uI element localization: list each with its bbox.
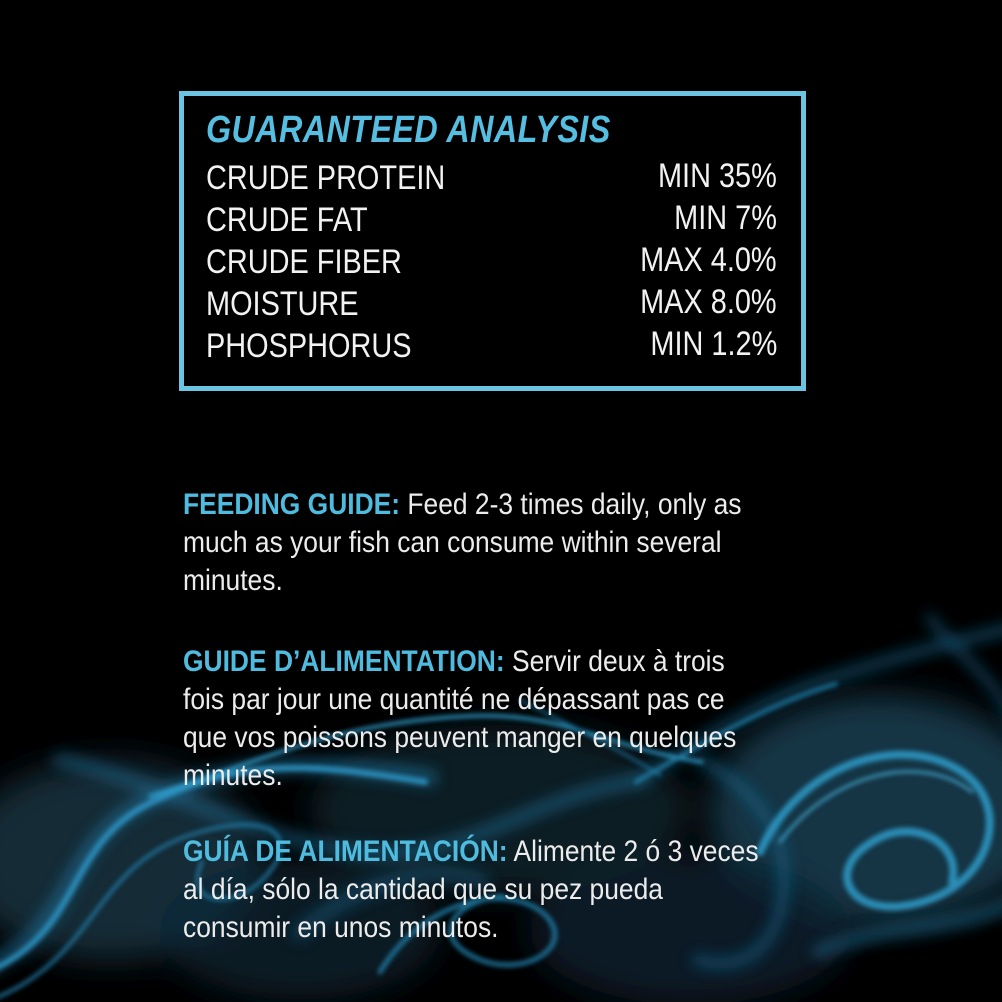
analysis-label: CRUDE FIBER xyxy=(206,243,402,281)
guaranteed-analysis-panel: GUARANTEED ANALYSIS CRUDE PROTEIN MIN 35%… xyxy=(179,91,806,391)
analysis-value: MIN 7% xyxy=(674,199,777,237)
analysis-value: MAX 4.0% xyxy=(640,241,777,279)
analysis-value: MIN 1.2% xyxy=(650,325,777,363)
analysis-row-crude-protein: CRUDE PROTEIN MIN 35% xyxy=(206,157,777,199)
feeding-guide-heading-fr: GUIDE D’ALIMENTATION: xyxy=(183,645,505,678)
feeding-guide-section-es: GUÍA DE ALIMENTACIÓN: Alimente 2 ó 3 vec… xyxy=(183,833,834,947)
feeding-guide-section-en: FEEDING GUIDE: Feed 2-3 times daily, onl… xyxy=(183,486,834,600)
feeding-guide-heading-en: FEEDING GUIDE: xyxy=(183,488,401,521)
feeding-guide-heading-es: GUÍA DE ALIMENTACIÓN: xyxy=(183,835,508,868)
analysis-value: MAX 8.0% xyxy=(640,283,777,321)
feeding-guide-body-es: Alimente 2 ó 3 veces al día, sólo la can… xyxy=(183,835,759,944)
feeding-guide-body-fr: Servir deux à trois fois par jour une qu… xyxy=(183,645,737,792)
guaranteed-analysis-table: CRUDE PROTEIN MIN 35% CRUDE FAT MIN 7% CRU… xyxy=(206,157,777,367)
guaranteed-analysis-title: GUARANTEED ANALYSIS xyxy=(206,109,611,151)
analysis-label: CRUDE PROTEIN xyxy=(206,159,446,197)
analysis-label: MOISTURE xyxy=(206,285,359,323)
analysis-row-moisture: MOISTURE MAX 8.0% xyxy=(206,283,777,325)
feeding-guide-body-en: Feed 2-3 times daily, only as much as yo… xyxy=(183,488,742,597)
analysis-label: PHOSPHORUS xyxy=(206,327,412,365)
analysis-value: MIN 35% xyxy=(658,157,777,195)
feeding-guide-section-fr: GUIDE D’ALIMENTATION: Servir deux à troi… xyxy=(183,643,834,795)
analysis-row-crude-fat: CRUDE FAT MIN 7% xyxy=(206,199,777,241)
analysis-row-phosphorus: PHOSPHORUS MIN 1.2% xyxy=(206,325,777,367)
analysis-row-crude-fiber: CRUDE FIBER MAX 4.0% xyxy=(206,241,777,283)
analysis-label: CRUDE FAT xyxy=(206,201,368,239)
